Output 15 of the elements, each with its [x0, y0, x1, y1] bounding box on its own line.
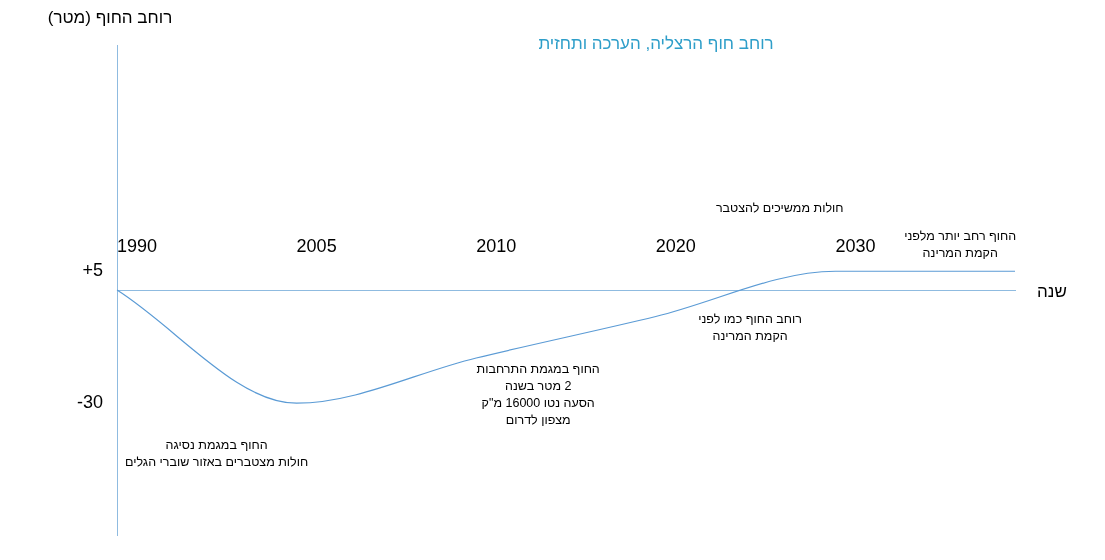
- y-tick-label: +5: [82, 260, 103, 281]
- x-tick-label: 2020: [655, 236, 696, 257]
- x-axis-title: שנה: [1037, 281, 1067, 301]
- x-tick-label: 2010: [476, 236, 517, 257]
- y-axis-title: רוחב החוף (מטר): [47, 7, 173, 27]
- annotation: רוחב החוף כמו לפני הקמת המרינה: [698, 311, 802, 343]
- annotation: חולות ממשיכים להצטבר: [715, 201, 844, 216]
- x-tick-label: 2030: [835, 236, 876, 257]
- x-tick-label: 2005: [296, 236, 337, 257]
- y-tick-label: -30: [76, 392, 103, 413]
- annotation: החוף רחב יותר מלפני הקמת המרינה: [904, 228, 1017, 260]
- annotation: החוף במגמת התרחבות 2 מטר בשנה הסעה נטו 16000 מ"ק מצפון לדרום: [476, 362, 600, 428]
- chart-title: רוחב חוף הרצליה, הערכה ותחזית: [538, 33, 774, 53]
- x-tick-label: 1990: [117, 236, 158, 257]
- annotation: החוף במגמת נסיגה חולות מצטברים באזור שוברי הגלים: [125, 437, 309, 469]
